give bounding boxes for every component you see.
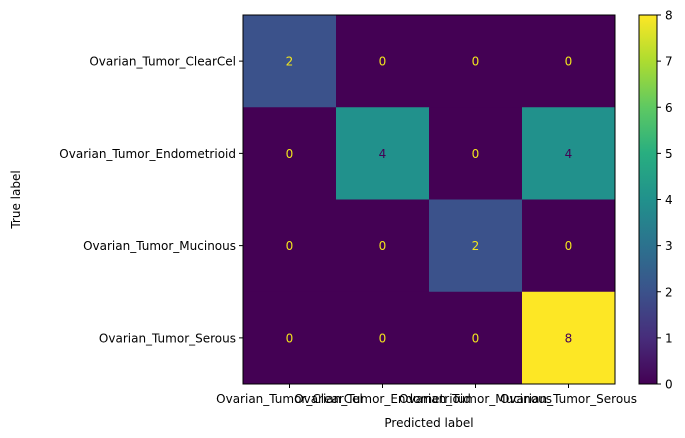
y-tick-label: Ovarian_Tumor_Serous [99,331,236,345]
cell-value-label: 4 [379,147,387,161]
x-axis-label: Predicted label [384,416,473,430]
heatmap-cell [522,199,616,293]
cell-value-label: 4 [565,147,573,161]
cell-value-labels: 2 0 0 0 0 4 0 4 0 0 2 0 0 0 0 8 [286,55,573,346]
colorbar-tick-label: 8 [665,9,673,23]
heatmap-cell [336,199,430,293]
heatmap-cell [336,291,430,385]
heatmap-cell [522,107,616,200]
cell-value-label: 0 [286,147,294,161]
heatmap-cell [429,291,523,385]
colorbar-tick-label: 2 [665,285,673,299]
heatmap-cell [243,199,337,293]
cell-value-label: 2 [472,239,480,253]
cell-value-label: 0 [379,331,387,345]
cell-value-label: 0 [472,55,480,69]
heatmap-cells [243,15,616,385]
heatmap-cell [522,15,616,108]
heatmap-cell [243,291,337,385]
cell-value-label: 0 [379,239,387,253]
y-tick-label: Ovarian_Tumor_Endometrioid [59,147,236,161]
heatmap-cell [522,291,616,385]
heatmap-cell [429,107,523,200]
cell-value-label: 0 [286,331,294,345]
y-axis-label: True label [9,170,23,229]
colorbar-tick-label: 0 [665,378,673,392]
cell-value-label: 0 [472,147,480,161]
y-tick-label: Ovarian_Tumor_Mucinous [83,239,236,253]
cell-value-label: 0 [565,55,573,69]
x-tick-label: Ovarian_Tumor_ClearCel [216,392,363,406]
heatmap-cell [429,15,523,108]
x-tick-label: Ovarian_Tumor_Serous [500,392,637,406]
colorbar-ticks: 0 1 2 3 4 5 6 7 8 [657,9,673,392]
heatmap-cell [429,199,523,293]
cell-value-label: 0 [379,55,387,69]
cell-value-label: 0 [565,239,573,253]
heatmap-cell [336,15,430,108]
heatmap-cell [243,107,337,200]
colorbar-tick-label: 1 [665,331,673,345]
colorbar [638,14,658,385]
cell-value-label: 2 [286,55,294,69]
heatmap-cell [336,107,430,200]
x-tick-label: Ovarian_Tumor_Endometrioid [294,392,471,406]
x-tick-label: Ovarian_Tumor_Mucinous [399,392,552,406]
colorbar-tick-label: 7 [665,55,673,69]
x-axis-ticks: Ovarian_Tumor_ClearCelOvarian_Tumor_Endo… [216,384,637,406]
cell-value-label: 0 [286,239,294,253]
y-tick-label: Ovarian_Tumor_ClearCel [89,55,236,69]
colorbar-tick-label: 3 [665,239,673,253]
y-axis-ticks: Ovarian_Tumor_ClearCel Ovarian_Tumor_Endo… [59,55,243,345]
plot-frame [242,14,616,385]
colorbar-tick-label: 4 [665,193,673,207]
colorbar-tick-label: 5 [665,147,673,161]
heatmap-cell [243,15,337,108]
colorbar-tick-label: 6 [665,101,673,115]
cell-value-label: 0 [472,331,480,345]
cell-value-label: 8 [565,331,573,345]
